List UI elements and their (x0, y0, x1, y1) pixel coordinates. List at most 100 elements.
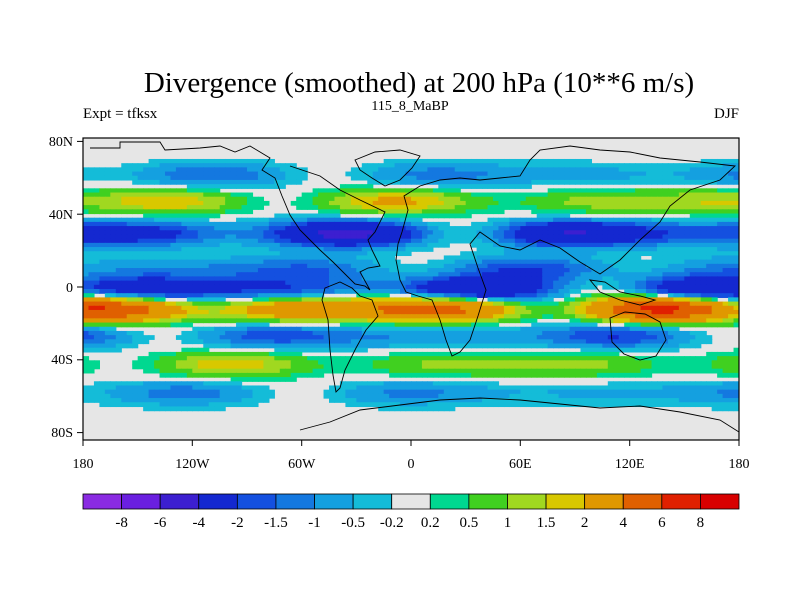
contour-cell (219, 230, 226, 236)
contour-cell (323, 326, 330, 332)
contour-cell (143, 217, 150, 223)
contour-cell (350, 347, 357, 353)
contour-cell (618, 242, 625, 248)
contour-cell (443, 351, 450, 357)
contour-cell (449, 289, 456, 294)
contour-cell (257, 158, 264, 164)
contour-cell (104, 347, 111, 353)
contour-cell (575, 217, 582, 223)
contour-cell (514, 351, 521, 357)
contour-cell (443, 326, 450, 332)
contour-cell (438, 335, 445, 340)
contour-cell (624, 263, 631, 269)
contour-cell (361, 318, 368, 324)
contour-cell (493, 314, 500, 319)
contour-cell (432, 293, 439, 298)
contour-cell (307, 221, 314, 227)
contour-cell (186, 309, 193, 315)
contour-cell (143, 318, 150, 324)
contour-cell (711, 309, 718, 315)
contour-cell (629, 339, 636, 345)
contour-cell (449, 339, 456, 345)
contour-cell (214, 188, 221, 194)
contour-cell (585, 284, 592, 290)
contour-cell (285, 339, 292, 345)
contour-cell (197, 230, 204, 236)
contour-cell (717, 351, 724, 357)
contour-cell (83, 280, 90, 286)
contour-cell (181, 276, 188, 282)
contour-cell (257, 314, 264, 319)
contour-cell (126, 209, 133, 215)
contour-cell (443, 268, 450, 273)
contour-cell (689, 163, 696, 168)
contour-cell (607, 297, 614, 303)
contour-cell (700, 251, 707, 257)
contour-cell (416, 192, 423, 198)
contour-cell (432, 268, 439, 273)
contour-cell (542, 280, 549, 286)
contour-cell (170, 280, 177, 286)
contour-cell (569, 158, 576, 164)
contour-cell (629, 318, 636, 324)
contour-cell (214, 167, 221, 173)
contour-cell (115, 276, 122, 282)
contour-cell (192, 276, 199, 282)
contour-cell (487, 263, 494, 269)
contour-cell (580, 263, 587, 269)
contour-cell (236, 305, 243, 311)
contour-cell (334, 196, 341, 202)
contour-cell (165, 167, 172, 173)
contour-cell (465, 263, 472, 269)
contour-cell (711, 263, 718, 269)
contour-cell (203, 255, 210, 261)
contour-cell (192, 163, 199, 168)
contour-cell (186, 276, 193, 282)
contour-cell (432, 309, 439, 315)
contour-cell (143, 200, 150, 206)
contour-cell (110, 347, 117, 353)
contour-cell (438, 343, 445, 349)
contour-cell (564, 205, 571, 210)
contour-cell (564, 213, 571, 219)
contour-cell (241, 351, 248, 357)
contour-cell (383, 343, 390, 349)
contour-cell (487, 209, 494, 215)
contour-cell (607, 268, 614, 273)
contour-cell (372, 196, 379, 202)
contour-cell (585, 158, 592, 164)
contour-cell (394, 192, 401, 198)
contour-cell (350, 167, 357, 173)
contour-cell (580, 163, 587, 168)
contour-cell (503, 217, 510, 223)
contour-cell (214, 309, 221, 315)
contour-cell (115, 318, 122, 324)
contour-cell (733, 318, 739, 324)
contour-cell (569, 196, 576, 202)
contour-cell (296, 179, 303, 185)
contour-cell (203, 284, 210, 290)
contour-cell (400, 280, 407, 286)
contour-cell (706, 305, 713, 311)
contour-cell (575, 158, 582, 164)
contour-cell (427, 293, 434, 298)
contour-cell (329, 242, 336, 248)
contour-cell (498, 335, 505, 340)
contour-cell (345, 322, 352, 328)
contour-cell (547, 247, 554, 252)
contour-cell (378, 226, 385, 231)
contour-cell (181, 209, 188, 215)
contour-cell (487, 272, 494, 278)
contour-cell (159, 234, 166, 240)
contour-cell (93, 196, 100, 202)
contour-cell (443, 343, 450, 349)
contour-cell (143, 280, 150, 286)
contour-cell (640, 335, 647, 340)
contour-cell (460, 351, 467, 357)
contour-cell (361, 217, 368, 223)
contour-cell (509, 309, 516, 315)
contour-cell (706, 284, 713, 290)
contour-cell (329, 326, 336, 332)
contour-cell (651, 335, 658, 340)
contour-cell (367, 339, 374, 345)
